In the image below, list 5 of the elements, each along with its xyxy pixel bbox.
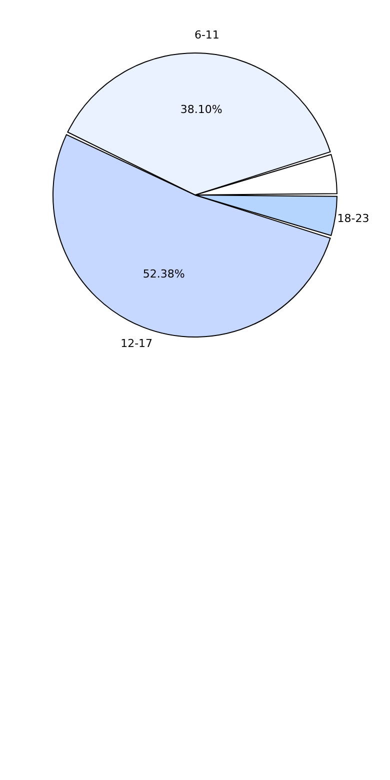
slice-label: 12-17 [120,336,153,350]
slice-label: 6-11 [194,28,220,42]
data-label: 52.38% [142,267,185,280]
data-label: 38.10% [180,103,222,116]
slice-label: 18-23 [337,212,370,225]
